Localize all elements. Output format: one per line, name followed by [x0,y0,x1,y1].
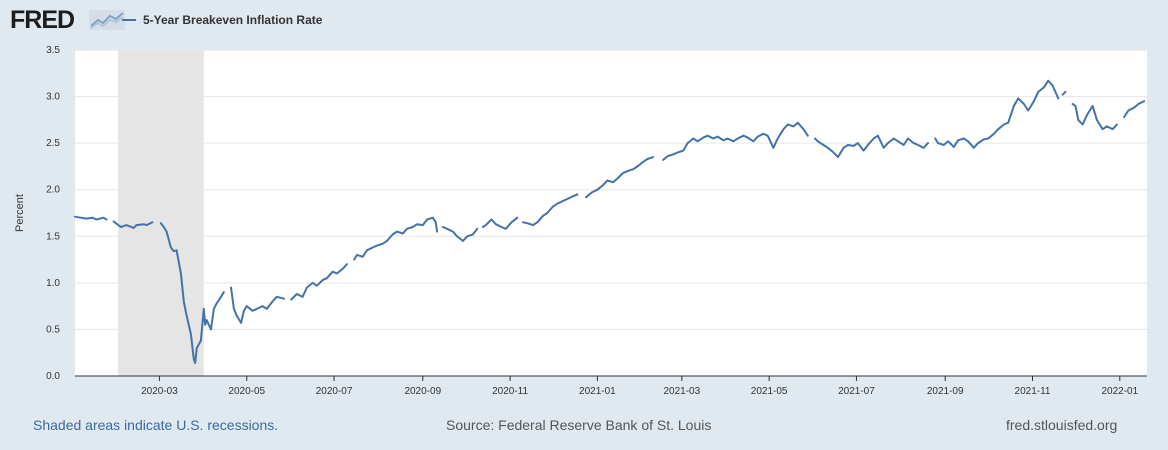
recession-note: Shaded areas indicate U.S. recessions. [33,417,279,433]
series-line-segment[interactable] [522,193,579,227]
series-line-segment[interactable] [112,220,154,229]
y-tick-label: 0.0 [46,371,60,382]
x-tick-label: 2020-03 [141,386,178,397]
series-line-segment[interactable] [230,286,285,324]
recession-shading [117,50,204,376]
y-tick-label: 2.5 [46,138,60,149]
fred-url-link[interactable]: fred.stlouisfed.org [1006,417,1118,433]
chart-area: 2020-03 2020-05 2020-07 2020-09 2020-11 2021-… [14,45,1147,397]
y-tick-label: 2.0 [46,185,60,196]
x-tick-label: 2021-07 [838,386,875,397]
y-tick-label: 1.5 [46,231,60,242]
grid-lines [75,49,1147,330]
y-axis-title: Percent [14,194,26,232]
x-tick-label: 2021-11 [1015,386,1051,397]
chart-footer: Shaded areas indicate U.S. recessions. S… [0,412,1168,438]
x-axis-ticks: 2020-03 2020-05 2020-07 2020-09 2020-11 2021-… [75,375,1147,397]
x-tick-label: 2020-09 [404,386,441,397]
series-line-segment[interactable] [441,226,479,242]
chart-legend: 5-Year Breakeven Inflation Rate [122,11,322,29]
source-note: Source: Federal Reserve Bank of St. Loui… [446,417,712,433]
series-line-segment[interactable] [290,263,348,301]
series-line-segment[interactable] [662,121,809,161]
legend-series-label: 5-Year Breakeven Inflation Rate [143,13,323,27]
y-tick-label: 3.5 [46,45,60,56]
series-line-segment[interactable] [1123,100,1146,119]
y-tick-label: 0.5 [46,324,60,335]
series-line-segment[interactable] [1061,90,1067,96]
x-tick-label: 2022-01 [1101,386,1138,397]
x-tick-label: 2021-01 [579,386,616,397]
chart-header: FRED 5-Year Breakeven Inflation Rate [0,0,1168,40]
series-line-segment[interactable] [159,222,225,364]
x-tick-label: 2020-05 [228,386,265,397]
x-tick-label: 2021-05 [751,386,788,397]
fred-logo-text: FRED [10,6,75,34]
series-line-segment[interactable] [353,216,439,261]
series-line-segment[interactable] [934,79,1060,149]
x-tick-label: 2020-07 [316,386,353,397]
legend-swatch [122,19,136,21]
series-line-segment[interactable] [585,156,655,199]
series-line-segment[interactable] [814,134,929,159]
plot-background [75,50,1147,376]
y-tick-label: 3.0 [46,92,60,103]
series-line-segment[interactable] [481,216,519,230]
x-tick-label: 2020-11 [492,386,528,397]
x-tick-label: 2021-03 [663,386,700,397]
y-axis-ticks: 0.0 0.5 1.0 1.5 2.0 2.5 3.0 3.5 [46,45,60,382]
series-line-segment[interactable] [74,215,108,221]
x-tick-label: 2021-09 [927,386,964,397]
recession-band [117,50,204,376]
fred-logo-graph-icon [89,10,125,30]
series-line-segment[interactable] [1071,103,1118,131]
y-tick-label: 1.0 [46,278,60,289]
series-group [74,79,1146,364]
